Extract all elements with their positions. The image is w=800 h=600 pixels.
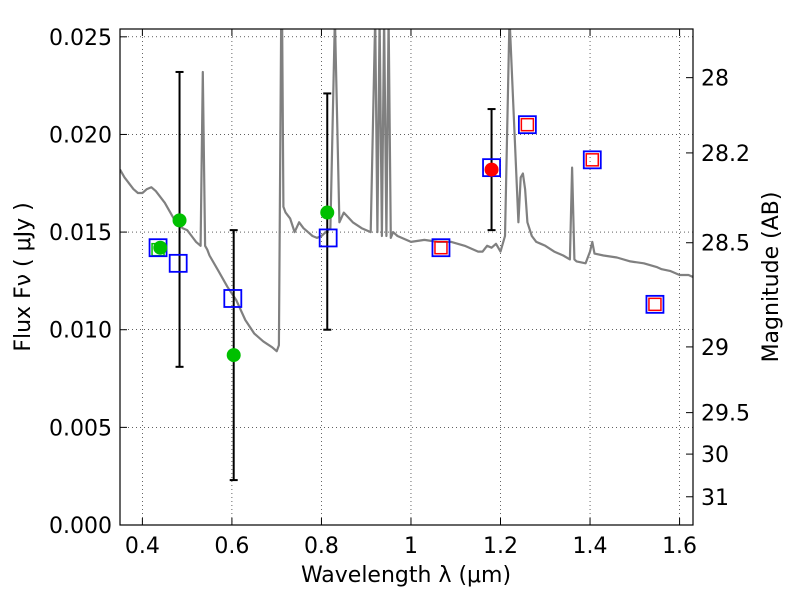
blue-open-square: [645, 294, 665, 314]
green-point: [226, 348, 241, 363]
template-spectrum-line: [120, 29, 693, 353]
markers: [148, 70, 665, 482]
x-tick-label: 1: [404, 534, 418, 559]
red-open-square: [520, 117, 535, 132]
right-axis-label: Magnitude (AB): [759, 192, 784, 363]
blue-open-square: [168, 253, 188, 273]
y-tick-label: 0.010: [49, 319, 112, 344]
x-axis-label: Wavelength λ (μm): [301, 563, 511, 588]
x-tick-label: 0.8: [304, 534, 339, 559]
x-tick-label: 1.6: [662, 534, 697, 559]
blue-open-square: [223, 289, 243, 308]
x-tick-label: 1.4: [573, 534, 608, 559]
red-open-square: [648, 297, 662, 312]
mag-tick-label: 30: [701, 443, 729, 468]
x-tick-label: 0.6: [214, 534, 249, 559]
green-point: [320, 205, 335, 220]
mag-tick-label: 31: [701, 486, 729, 511]
red-point: [484, 162, 499, 177]
y-tick-label: 0.015: [49, 221, 112, 246]
mag-tick-label: 28.5: [701, 232, 750, 257]
y-axis-label: Flux Fν ( μJy ): [11, 202, 36, 351]
x-tick-label: 0.4: [125, 534, 160, 559]
y-tick-label: 0.005: [49, 416, 112, 441]
green-point: [172, 213, 187, 228]
blue-open-square: [582, 150, 602, 170]
mag-tick-label: 29: [701, 336, 729, 361]
x-tick-label: 1.2: [483, 534, 518, 559]
y-tick-label: 0.025: [49, 26, 112, 51]
ticks: 0.4 0.6 0.8 1 1.2 1.4 1.6 0.000 0.005 0.010 0.015 0…: [49, 26, 750, 559]
plot-frame: [119, 28, 694, 526]
mag-tick-label: 28: [701, 67, 729, 92]
green-point: [153, 240, 168, 255]
blue-open-square: [517, 115, 537, 135]
plot-area: [120, 29, 693, 353]
grid: [120, 29, 693, 526]
mag-tick-label: 29.5: [701, 402, 750, 427]
red-open-square: [585, 153, 600, 167]
blue-open-square: [431, 238, 451, 258]
blue-open-square: [318, 228, 338, 248]
y-tick-label: 0.020: [49, 123, 112, 148]
y-tick-label: 0.000: [49, 514, 112, 539]
red-open-square: [434, 240, 448, 255]
mag-tick-label: 28.2: [701, 142, 750, 167]
